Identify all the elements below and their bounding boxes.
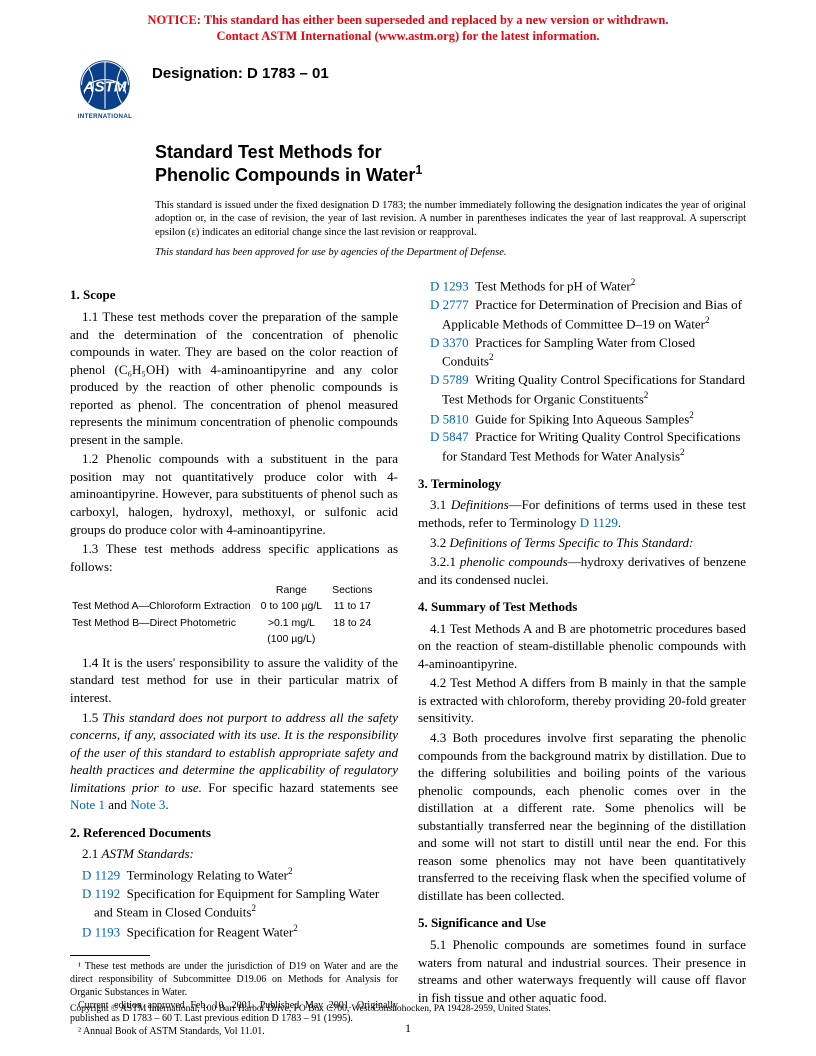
left-column: 1. Scope 1.1 These test methods cover th… xyxy=(70,276,398,1038)
ref-d1193: D 1193 Specification for Reagent Water2 xyxy=(70,922,398,941)
title-superscript: 1 xyxy=(415,163,422,177)
footnote-1: ¹ These test methods are under the juris… xyxy=(70,960,398,999)
main-title: Standard Test Methods for Phenolic Compo… xyxy=(155,141,746,187)
table-rowB-range2: (100 µg/L) xyxy=(261,632,331,646)
table-head-sections: Sections xyxy=(332,583,380,597)
page-number: 1 xyxy=(0,1021,816,1036)
footnote-separator xyxy=(70,955,150,956)
table-rowB-sections: 18 to 24 xyxy=(332,616,380,630)
terminology-3-2-1: 3.2.1 phenolic compounds—hydroxy derivat… xyxy=(418,553,746,588)
title-line2: Phenolic Compounds in Water xyxy=(155,165,415,185)
ref-d1129: D 1129 Terminology Relating to Water2 xyxy=(70,865,398,884)
svg-text:ASTM: ASTM xyxy=(83,78,127,95)
table-rowA-sections: 11 to 17 xyxy=(332,599,380,613)
astm-logo-icon: ASTM INTERNATIONAL xyxy=(70,59,140,121)
summary-head: 4. Summary of Test Methods xyxy=(418,598,746,616)
ref-d5847: D 5847 Practice for Writing Quality Cont… xyxy=(418,428,746,464)
approved-note: This standard has been approved for use … xyxy=(0,239,816,258)
scope-1-1: 1.1 These test methods cover the prepara… xyxy=(70,308,398,448)
table-rowB-name: Test Method B—Direct Photometric xyxy=(72,616,259,630)
terminology-3-2: 3.2 Definitions of Terms Specific to Thi… xyxy=(418,534,746,552)
ref-d3370: D 3370 Practices for Sampling Water from… xyxy=(418,334,746,370)
note1-link[interactable]: Note 1 xyxy=(70,797,105,812)
terminology-head: 3. Terminology xyxy=(418,475,746,493)
ref-d5789: D 5789 Writing Quality Control Specifica… xyxy=(418,371,746,407)
summary-4-3: 4.3 Both procedures involve first separa… xyxy=(418,729,746,904)
table-rowA-range: 0 to 100 µg/L xyxy=(261,599,331,613)
ref-d1293: D 1293 Test Methods for pH of Water2 xyxy=(418,276,746,295)
scope-head: 1. Scope xyxy=(70,286,398,304)
summary-4-2: 4.2 Test Method A differs from B mainly … xyxy=(418,674,746,727)
refdocs-head: 2. Referenced Documents xyxy=(70,824,398,842)
table-rowA-name: Test Method A—Chloroform Extraction xyxy=(72,599,259,613)
table-rowB-range: >0.1 mg/L xyxy=(261,616,331,630)
ref-d1192: D 1192 Specification for Equipment for S… xyxy=(70,885,398,921)
scope-1-4: 1.4 It is the users' responsibility to a… xyxy=(70,654,398,707)
note3-link[interactable]: Note 3 xyxy=(130,797,165,812)
scope-1-2: 1.2 Phenolic compounds with a substituen… xyxy=(70,450,398,538)
terminology-3-1: 3.1 Definitions—For definitions of terms… xyxy=(418,496,746,531)
copyright-text: Copyright © ASTM International, 100 Barr… xyxy=(70,1004,746,1014)
significance-5-1: 5.1 Phenolic compounds are sometimes fou… xyxy=(418,936,746,1006)
title-line1: Standard Test Methods for xyxy=(155,142,382,162)
significance-head: 5. Significance and Use xyxy=(418,914,746,932)
notice-line2: Contact ASTM International (www.astm.org… xyxy=(216,29,599,43)
notice-banner: NOTICE: This standard has either been su… xyxy=(0,0,816,49)
notice-line1: NOTICE: This standard has either been su… xyxy=(147,13,668,27)
methods-table: Range Sections Test Method A—Chloroform … xyxy=(70,581,382,648)
title-block: Standard Test Methods for Phenolic Compo… xyxy=(0,121,816,187)
designation-text: Designation: D 1783 – 01 xyxy=(152,59,329,82)
right-column: D 1293 Test Methods for pH of Water2 D 2… xyxy=(418,276,746,1038)
summary-4-1: 4.1 Test Methods A and B are photometric… xyxy=(418,620,746,673)
ref-d5810: D 5810 Guide for Spiking Into Aqueous Sa… xyxy=(418,409,746,428)
d1129-link[interactable]: D 1129 xyxy=(580,515,618,530)
ref-d2777: D 2777 Practice for Determination of Pre… xyxy=(418,296,746,332)
scope-1-5: 1.5 This standard does not purport to ad… xyxy=(70,709,398,814)
table-head-range: Range xyxy=(261,583,331,597)
refdocs-sub: 2.1 ASTM Standards: xyxy=(70,845,398,863)
header-row: ASTM INTERNATIONAL Designation: D 1783 –… xyxy=(0,49,816,121)
scope-1-3: 1.3 These test methods address specific … xyxy=(70,540,398,575)
issued-note: This standard is issued under the fixed … xyxy=(0,187,816,240)
svg-text:INTERNATIONAL: INTERNATIONAL xyxy=(78,113,133,120)
content-columns: 1. Scope 1.1 These test methods cover th… xyxy=(0,258,816,1038)
